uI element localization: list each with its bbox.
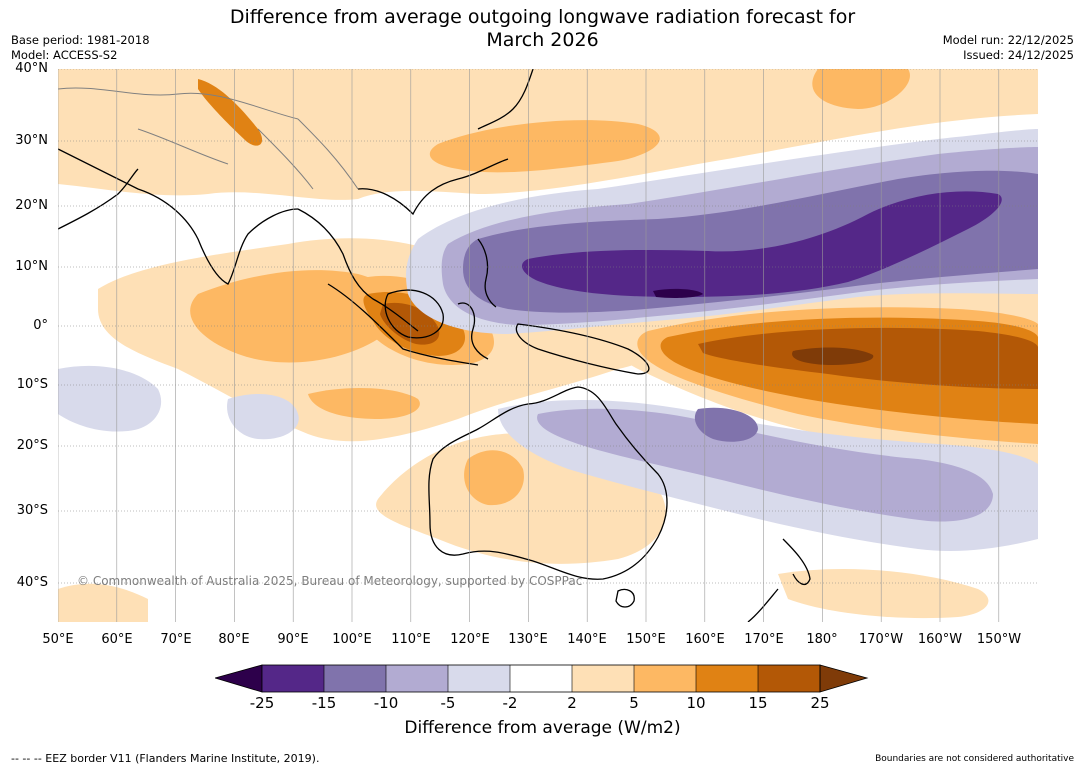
colorbar-tick: 10: [686, 694, 706, 712]
south-indian-negative-area: [58, 365, 162, 432]
equatorial-pacific-over-25-area: [792, 347, 874, 365]
colorbar-extend-low: [215, 664, 263, 693]
lat-label: 40°N: [15, 61, 48, 76]
title-line-2: March 2026: [486, 29, 599, 51]
lon-label: 90°E: [277, 632, 309, 647]
lat-label: 20°N: [15, 198, 48, 213]
lat-label: 30°S: [16, 503, 48, 518]
lat-label: 30°N: [15, 133, 48, 148]
colorbar-tick: -25: [249, 694, 275, 712]
south-central-positive-area: [778, 569, 989, 619]
borneo-coastline: [384, 289, 444, 339]
lon-label: 60°E: [101, 632, 133, 647]
lat-label: 40°S: [16, 575, 48, 590]
model-name: Model: ACCESS-S2: [11, 48, 118, 62]
lon-label: 150°W: [976, 632, 1022, 647]
lon-label: 160°W: [917, 632, 963, 647]
lat-label: 20°S: [16, 438, 48, 453]
colorbar-tick: -5: [440, 694, 456, 712]
new-guinea-coastline: [515, 323, 650, 375]
asia-borders: [57, 87, 359, 190]
colorbar-swatch: [634, 665, 696, 692]
lon-label: 140°E: [567, 632, 607, 647]
header-right: Model run: 22/12/2025 Issued: 24/12/2025: [943, 33, 1074, 63]
colorbar-swatch: [696, 665, 758, 692]
australia-coastline: [428, 386, 668, 580]
colorbar-tick: 15: [748, 694, 768, 712]
colorbar-tick: 2: [567, 694, 577, 712]
lon-label: 50°E: [42, 632, 74, 647]
issued-date: Issued: 24/12/2025: [963, 48, 1074, 62]
china-coastline: [357, 158, 509, 216]
north-pacific-5-10-area: [429, 120, 660, 173]
central-indian-negative-area: [227, 394, 299, 440]
eez-legend: -- -- -- EEZ border V11 (Flanders Marine…: [11, 752, 320, 765]
south-west-positive-area: [58, 583, 148, 622]
colorbar-swatch: [262, 665, 324, 692]
india-coastline: [57, 148, 299, 285]
north-far-east-5-10-area: [812, 69, 910, 109]
colorbar: [215, 664, 869, 693]
anomaly-minus-15-25-fills: [522, 191, 1002, 297]
southeast-asia-coastline: [297, 208, 419, 332]
lon-label: 150°E: [626, 632, 666, 647]
south-pacific-minus-5-10-area: [537, 408, 993, 522]
anomaly-under-minus-25-fills: [653, 288, 703, 298]
chart-title: Difference from average outgoing longwav…: [0, 6, 1085, 52]
lon-label: 180°: [806, 632, 838, 647]
base-period: Base period: 1981-2018: [11, 33, 150, 47]
colorbar-tick: -10: [373, 694, 399, 712]
colorbar-tick: -2: [502, 694, 518, 712]
anomaly-map: [57, 68, 1039, 623]
tasmania-coastline: [615, 588, 635, 608]
model-run: Model run: 22/12/2025: [942, 33, 1074, 47]
australia-5-10-area: [464, 450, 524, 506]
indian-ocean-5-10-area: [190, 270, 396, 363]
lon-label: 130°E: [508, 632, 548, 647]
colorbar-swatch: [324, 665, 386, 692]
colorbar-swatch: [572, 665, 634, 692]
title-line-1: Difference from average outgoing longwav…: [229, 6, 856, 28]
lon-label: 100°E: [332, 632, 372, 647]
lon-label: 80°E: [218, 632, 250, 647]
colorbar-dividers: [323, 665, 759, 692]
philippines-coastline: [477, 238, 497, 308]
south-pacific-minus-10-15-area: [694, 407, 758, 442]
colorbar-swatch: [386, 665, 448, 692]
sumatra-java-coastline: [327, 283, 479, 366]
map-panel: [57, 68, 1039, 623]
colorbar-swatch: [510, 665, 572, 692]
header-left: Base period: 1981-2018 Model: ACCESS-S2: [11, 33, 150, 63]
new-zealand-coastline: [747, 538, 811, 623]
colorbar-tick: -15: [311, 694, 337, 712]
lon-label: 70°E: [160, 632, 192, 647]
lon-label: 160°E: [685, 632, 725, 647]
lat-label: 0°: [33, 318, 48, 333]
lon-label: 170°E: [744, 632, 784, 647]
lon-label: 120°E: [450, 632, 490, 647]
indian-south-5-10-area: [308, 387, 420, 419]
copyright-notice: © Commonwealth of Australia 2025, Bureau…: [77, 574, 583, 588]
arabia-coastline: [57, 168, 139, 230]
lon-label: 170°W: [858, 632, 904, 647]
colorbar-frame: [261, 664, 821, 693]
colorbar-tick: 5: [629, 694, 639, 712]
graticule-longitude: [57, 69, 1000, 622]
graticule-latitude: [58, 68, 1038, 584]
anomaly-over-25-fills: [792, 347, 874, 365]
boundary-disclaimer: Boundaries are not considered authoritat…: [875, 754, 1074, 764]
colorbar-tick: 25: [810, 694, 830, 712]
colorbar-title: Difference from average (W/m2): [404, 718, 681, 738]
lat-label: 10°S: [16, 377, 48, 392]
pacific-under-minus-25-area: [653, 288, 703, 298]
colorbar-extend-high: [819, 664, 869, 693]
country-borders: [57, 87, 359, 190]
pacific-minus-15-25-area: [522, 191, 1002, 297]
lat-label: 10°N: [15, 259, 48, 274]
sulawesi-coastline: [457, 302, 489, 360]
lon-label: 110°E: [391, 632, 431, 647]
colorbar-swatch: [758, 665, 820, 692]
colorbar-swatch: [448, 665, 510, 692]
